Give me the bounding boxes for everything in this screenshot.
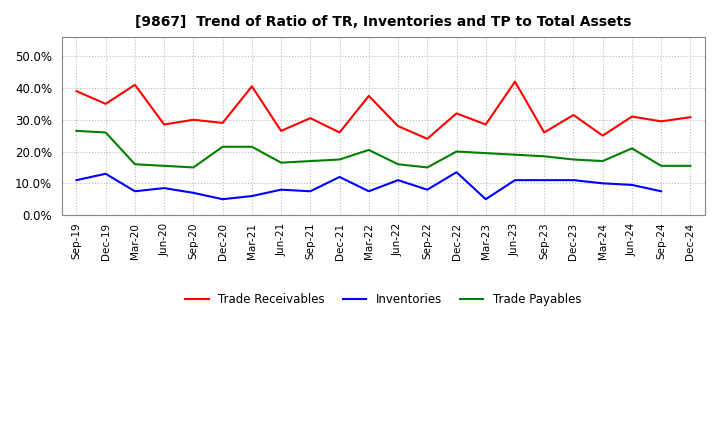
Inventories <box>364 189 373 194</box>
Inventories <box>72 177 81 183</box>
Trade Payables <box>130 161 139 167</box>
Inventories <box>598 181 607 186</box>
Trade Receivables <box>540 130 549 135</box>
Trade Payables <box>598 158 607 164</box>
Trade Receivables <box>423 136 431 142</box>
Trade Receivables <box>452 111 461 116</box>
Inventories <box>218 197 227 202</box>
Trade Payables <box>160 163 168 169</box>
Trade Payables <box>394 161 402 167</box>
Inventories <box>160 185 168 191</box>
Trade Payables <box>218 144 227 150</box>
Trade Receivables <box>598 133 607 138</box>
Trade Receivables <box>394 124 402 129</box>
Inventories <box>336 174 344 180</box>
Trade Receivables <box>248 84 256 89</box>
Inventories <box>276 187 285 192</box>
Trade Payables <box>276 160 285 165</box>
Title: [9867]  Trend of Ratio of TR, Inventories and TP to Total Assets: [9867] Trend of Ratio of TR, Inventories… <box>135 15 631 29</box>
Trade Payables <box>628 146 636 151</box>
Trade Receivables <box>628 114 636 119</box>
Trade Payables <box>336 157 344 162</box>
Trade Receivables <box>160 122 168 127</box>
Trade Payables <box>423 165 431 170</box>
Inventories <box>628 182 636 187</box>
Trade Payables <box>72 128 81 133</box>
Trade Receivables <box>189 117 198 122</box>
Trade Payables <box>248 144 256 150</box>
Trade Payables <box>102 130 110 135</box>
Inventories <box>189 190 198 195</box>
Trade Receivables <box>72 88 81 94</box>
Inventories <box>394 177 402 183</box>
Line: Trade Payables: Trade Payables <box>76 131 690 168</box>
Trade Payables <box>452 149 461 154</box>
Trade Payables <box>364 147 373 153</box>
Inventories <box>569 177 577 183</box>
Trade Payables <box>189 165 198 170</box>
Trade Receivables <box>276 128 285 133</box>
Inventories <box>130 189 139 194</box>
Trade Payables <box>306 158 315 164</box>
Trade Payables <box>686 163 695 169</box>
Line: Inventories: Inventories <box>76 172 661 199</box>
Trade Receivables <box>336 130 344 135</box>
Inventories <box>540 177 549 183</box>
Trade Receivables <box>482 122 490 127</box>
Inventories <box>306 189 315 194</box>
Trade Payables <box>569 157 577 162</box>
Trade Receivables <box>130 82 139 88</box>
Inventories <box>423 187 431 192</box>
Trade Receivables <box>657 119 665 124</box>
Inventories <box>248 194 256 199</box>
Trade Payables <box>482 150 490 156</box>
Inventories <box>482 197 490 202</box>
Inventories <box>657 189 665 194</box>
Inventories <box>510 177 519 183</box>
Inventories <box>452 169 461 175</box>
Trade Receivables <box>569 112 577 117</box>
Trade Receivables <box>306 116 315 121</box>
Legend: Trade Receivables, Inventories, Trade Payables: Trade Receivables, Inventories, Trade Pa… <box>181 289 586 311</box>
Trade Receivables <box>510 79 519 84</box>
Inventories <box>102 171 110 176</box>
Line: Trade Receivables: Trade Receivables <box>76 81 690 139</box>
Trade Payables <box>540 154 549 159</box>
Trade Receivables <box>686 114 695 120</box>
Trade Receivables <box>364 93 373 99</box>
Trade Receivables <box>102 101 110 106</box>
Trade Payables <box>657 163 665 169</box>
Trade Receivables <box>218 120 227 125</box>
Trade Payables <box>510 152 519 158</box>
